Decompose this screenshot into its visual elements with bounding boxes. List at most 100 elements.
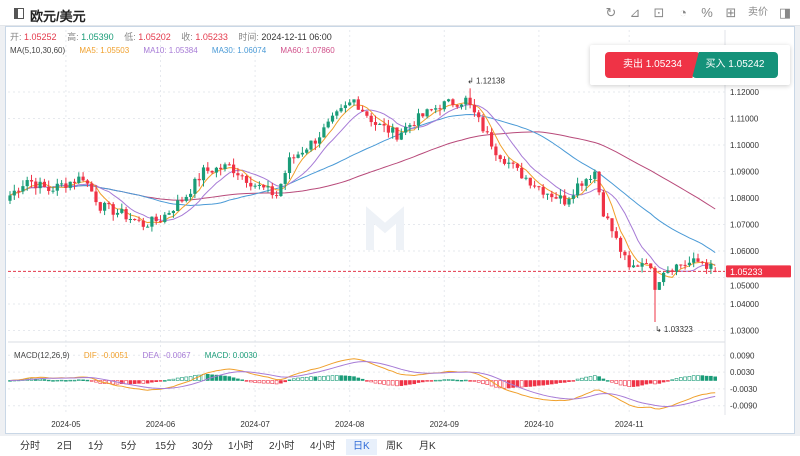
refresh-icon[interactable]: ↻ [605,5,617,20]
candle [180,196,184,203]
macd-histogram-bar [38,378,42,381]
candle [464,95,468,110]
macd-histogram-bar [704,375,709,381]
tab-monthly[interactable]: 月K [419,441,436,452]
tab-30m[interactable]: 30分 [192,441,214,452]
candle-body [515,163,519,168]
candle-body [305,149,309,153]
macd-histogram-bar [610,380,614,383]
macd-histogram-bar [687,376,692,381]
tab-2h[interactable]: 2小时 [269,441,295,452]
candle-body [472,104,476,113]
macd-histogram-bar [683,376,687,381]
macd-histogram-bar [77,379,81,381]
candle-body [610,218,614,232]
macd-histogram-bar [408,380,412,385]
macd-histogram-bar [537,380,541,386]
ma-label[interactable]: MA(5,10,30,60) [10,46,66,55]
candle [447,98,451,103]
tab-weekly[interactable]: 周K [386,441,403,452]
candle [619,236,623,259]
tab-1h[interactable]: 1小时 [228,441,254,452]
date-tick-label: 2024-08 [335,420,365,429]
macd-histogram-bar [481,380,485,385]
tab-5m[interactable]: 5分 [121,441,137,452]
macd-histogram-bar [657,380,662,384]
toolbar: ↻ ⊿ ⊡ ◔ % ⊞ 卖价 ◨ [604,5,792,21]
candle [111,202,115,221]
macd-histogram-bar [498,380,503,389]
macd-histogram-bar [670,379,675,381]
tab-2d[interactable]: 2日 [57,441,73,452]
macd-histogram-bar [352,376,356,381]
candle [8,191,12,205]
macd-histogram-bar [412,380,417,385]
candle-body [558,195,562,199]
candle [292,154,296,164]
macd-histogram-bar [274,380,279,385]
candle-body [197,178,201,181]
candle [171,210,175,218]
candle [137,216,141,223]
tab-15m[interactable]: 15分 [155,441,177,452]
candle-body [378,123,382,125]
candle [369,112,373,127]
tab-daily[interactable]: 日K [346,439,377,455]
price-mode-toggle[interactable]: 卖价 [748,7,768,18]
tab-1m[interactable]: 1分 [88,441,104,452]
percent-icon[interactable]: % [701,5,713,20]
sidebar-toggle-icon[interactable] [14,8,24,19]
macd-histogram-bar [549,380,554,385]
macd-histogram-bar [249,380,253,383]
candle-body [322,127,326,138]
candle-body [34,181,38,189]
macd-histogram-bar [541,380,546,386]
low-label: 低: [124,32,136,42]
tab-fenshi[interactable]: 分时 [20,441,40,452]
candle [584,178,588,192]
tab-4h[interactable]: 4小时 [310,441,336,452]
macd-histogram-bar [283,380,288,383]
macd-label[interactable]: MACD(12,26,9) [14,351,70,360]
candle [94,185,98,206]
candle [644,258,648,265]
candle-body [356,99,360,110]
candle-body [494,146,498,156]
macd-histogram-bar [287,379,292,381]
candle [81,172,85,182]
candle-body [266,186,270,188]
candle-body [670,270,674,272]
candle-body [623,251,627,256]
candle [468,88,472,109]
macd-histogram-bar [360,378,365,381]
candle-body [287,157,292,174]
candle [683,260,687,270]
candle [558,189,562,204]
macd-histogram-bar [648,380,653,384]
candle-body [580,183,584,186]
ma5-value: MA5: 1.05503 [79,46,130,55]
panel-toggle-icon[interactable]: ◨ [778,5,792,20]
candle-body [683,264,687,266]
grid-icon[interactable]: ⊞ [725,5,737,20]
candle-body [653,268,657,290]
candle [287,152,292,180]
indicator-icon[interactable]: ⊡ [653,5,665,20]
macd-histogram-bar [309,376,313,381]
macd-histogram-bar [575,378,580,381]
sell-button[interactable]: 卖出 1.05234 [605,52,700,78]
candle-body [262,184,266,188]
candle-body [662,272,666,283]
price-tick-label: 1.12000 [730,88,759,97]
macd-histogram-bar [420,380,425,383]
candle [541,184,545,199]
candle [322,123,326,138]
candle [236,167,240,180]
pie-icon[interactable]: ◔ [679,5,687,20]
buy-button[interactable]: 买入 1.05242 [692,52,778,78]
candle [438,104,442,116]
candle [72,178,77,190]
candle-body [51,190,55,192]
draw-icon[interactable]: ⊿ [629,5,641,20]
